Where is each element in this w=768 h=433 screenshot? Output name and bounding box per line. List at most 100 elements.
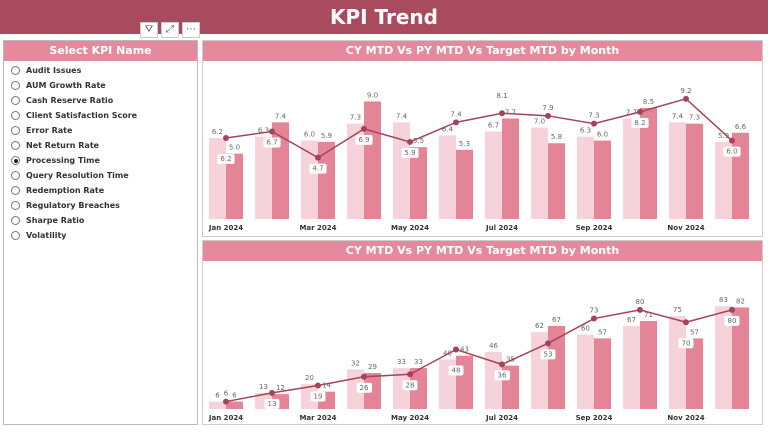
focus-mode-icon[interactable]: ⤢ (161, 22, 179, 38)
target-label: 7.3 (588, 112, 599, 120)
target-point (683, 95, 689, 102)
slicer-option[interactable]: Client Satisfaction Score (4, 108, 197, 123)
target-label: 8.1 (496, 92, 507, 100)
py-label: 33 (414, 358, 423, 366)
actual-label: 60 (581, 325, 590, 333)
slicer-option[interactable]: Redemption Rate (4, 183, 197, 198)
target-label: 6 (224, 390, 229, 398)
target-label: 80 (728, 317, 737, 325)
target-label-bg (310, 391, 326, 402)
x-tick-label: Nov 2024 (667, 414, 704, 422)
target-label: 7.4 (450, 110, 462, 118)
x-tick-label: Jul 2024 (485, 414, 518, 422)
py-bar (364, 373, 381, 409)
py-label: 67 (552, 316, 561, 324)
target-point (453, 346, 459, 353)
slicer-option[interactable]: Processing Time (4, 153, 197, 168)
actual-bar (393, 122, 410, 219)
target-label-bg (264, 398, 280, 409)
actual-bar (209, 138, 226, 219)
target-label: 36 (498, 371, 507, 379)
py-label: 5.5 (413, 137, 424, 145)
py-label: 29 (368, 363, 377, 371)
slicer-option[interactable]: Sharpe Ratio (4, 213, 197, 228)
actual-label: 6.0 (304, 131, 315, 139)
slicer-option-label: Audit Issues (26, 66, 82, 75)
radio-button[interactable] (11, 156, 20, 165)
slicer-option[interactable]: Error Rate (4, 123, 197, 138)
radio-button[interactable] (11, 96, 20, 105)
target-point (361, 373, 367, 380)
target-label-bg (632, 296, 648, 307)
actual-bar (669, 316, 686, 409)
slicer-option[interactable]: Cash Reserve Ratio (4, 93, 197, 108)
py-bar (594, 338, 611, 409)
radio-button[interactable] (11, 66, 20, 75)
x-tick-label: Jan 2024 (208, 414, 243, 422)
target-label-bg (494, 370, 510, 381)
target-label: 19 (314, 392, 323, 400)
slicer-option[interactable]: Query Resolution Time (4, 168, 197, 183)
target-label-bg (217, 154, 235, 165)
target-label-bg (447, 109, 466, 120)
target-label: 6.2 (220, 155, 231, 163)
target-label: 6.0 (726, 148, 737, 156)
py-bar (318, 141, 335, 219)
actual-label: 7.7 (626, 108, 637, 116)
actual-label: 20 (305, 374, 314, 382)
actual-bar (347, 123, 364, 219)
slicer-option[interactable]: Regulatory Breaches (4, 198, 197, 213)
radio-button[interactable] (11, 201, 20, 210)
slicer-option-label: Sharpe Ratio (26, 216, 85, 225)
py-label: 5.8 (551, 133, 562, 141)
radio-button[interactable] (11, 231, 20, 240)
actual-bar (393, 368, 410, 409)
py-label: 6.6 (735, 123, 747, 131)
actual-bar (301, 140, 318, 219)
actual-bar (669, 122, 686, 219)
target-point (591, 120, 597, 127)
py-label: 7.7 (505, 108, 516, 116)
actual-bar (439, 135, 456, 219)
target-point (729, 137, 735, 144)
radio-button[interactable] (11, 186, 20, 195)
py-label: 6 (232, 392, 237, 400)
radio-button[interactable] (11, 81, 20, 90)
target-label: 28 (406, 381, 415, 389)
actual-label: 7.4 (672, 112, 684, 120)
target-point (683, 319, 689, 326)
slicer-option[interactable]: Net Return Rate (4, 138, 197, 153)
target-point (315, 382, 321, 389)
more-options-icon[interactable]: ⋯ (182, 22, 200, 38)
ytd-chart-title: CY MTD Vs PY MTD Vs Target MTD by Month (203, 241, 762, 261)
py-label: 12 (276, 384, 285, 392)
py-bar (226, 153, 243, 219)
filter-icon[interactable]: ⛛ (140, 22, 158, 38)
radio-button[interactable] (11, 126, 20, 135)
radio-button[interactable] (11, 111, 20, 120)
radio-button[interactable] (11, 171, 20, 180)
py-label: 5.9 (321, 132, 332, 140)
py-bar (502, 118, 519, 219)
slicer-option[interactable]: Volatility (4, 228, 197, 243)
x-tick-label: Mar 2024 (299, 414, 336, 422)
target-label: 9.2 (680, 87, 691, 95)
target-label-bg (356, 382, 372, 393)
slicer-option[interactable]: Audit Issues (4, 63, 197, 78)
radio-button[interactable] (11, 141, 20, 150)
radio-button[interactable] (11, 216, 20, 225)
slicer-option[interactable]: AUM Growth Rate (4, 78, 197, 93)
target-point (269, 128, 275, 135)
target-point (453, 119, 459, 126)
mtd-chart: 6.2 5.0 Jan 2024 6.3 7.4 6.0 5.9 Mar 2024 7.3 9.0… (208, 85, 749, 248)
actual-label: 6.3 (258, 127, 269, 135)
py-bar (226, 401, 243, 409)
py-bar (640, 321, 657, 409)
target-label-bg (724, 315, 740, 326)
x-tick-label: Jan 2024 (208, 224, 243, 232)
actual-bar (485, 131, 502, 219)
py-label: 8.5 (643, 98, 654, 106)
actual-label: 6.3 (580, 127, 591, 135)
actual-label: 75 (673, 306, 682, 314)
